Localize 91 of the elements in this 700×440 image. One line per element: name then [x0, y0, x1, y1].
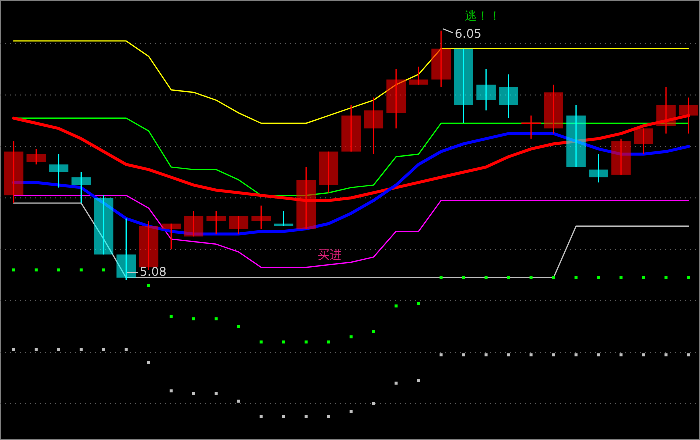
point [620, 276, 623, 280]
point [192, 318, 196, 321]
candlestick [386, 68, 406, 130]
point [12, 268, 16, 272]
point [34, 348, 38, 352]
candlestick [184, 210, 204, 238]
candlestick [319, 151, 339, 194]
point [214, 392, 218, 396]
point [574, 354, 578, 357]
point [552, 276, 556, 280]
point [372, 402, 376, 406]
point [462, 354, 466, 357]
point [642, 354, 646, 357]
candlestick [206, 210, 226, 235]
point [507, 354, 510, 357]
candlestick [589, 154, 608, 184]
point [530, 276, 533, 280]
point [462, 276, 466, 280]
candlestick [4, 140, 24, 204]
point [687, 354, 690, 357]
point [237, 325, 240, 328]
candlestick [634, 128, 654, 155]
point [394, 304, 398, 308]
point [597, 276, 600, 280]
candlestick [26, 148, 46, 166]
point [102, 348, 106, 352]
point [440, 354, 443, 357]
annotation: 买进 [318, 248, 342, 262]
candlestick [520, 115, 542, 140]
candlestick [94, 194, 114, 256]
point [170, 314, 173, 318]
point [507, 276, 510, 280]
candlestick [252, 205, 272, 230]
point [327, 340, 330, 344]
candlestick [409, 66, 429, 86]
point [80, 268, 83, 272]
point [57, 268, 60, 272]
point [304, 340, 308, 344]
point [484, 354, 488, 357]
point [192, 392, 196, 396]
point [372, 330, 376, 334]
point [687, 276, 690, 280]
point [34, 268, 38, 272]
point [57, 348, 60, 352]
point [552, 354, 556, 357]
candlestick [162, 223, 182, 250]
point [260, 340, 263, 344]
point [12, 348, 16, 352]
point [394, 382, 398, 385]
annotation: 6.05 [455, 27, 482, 41]
point [350, 410, 353, 414]
candlestick [116, 218, 136, 282]
point [124, 348, 128, 352]
point [102, 268, 106, 272]
point [147, 284, 150, 288]
candlestick [499, 74, 518, 119]
candlestick [364, 97, 384, 155]
point [237, 400, 240, 403]
candlestick [49, 154, 69, 188]
candlestick [566, 104, 586, 168]
candlestick [544, 84, 564, 134]
candlestick [72, 172, 92, 204]
candlestick [229, 216, 249, 235]
candlestick [612, 138, 631, 176]
point [664, 276, 668, 280]
point [417, 379, 420, 382]
point [417, 302, 420, 306]
point [620, 354, 623, 357]
point [597, 354, 600, 357]
annotation: 5.08 [140, 265, 167, 279]
point [214, 318, 218, 321]
candlestick [476, 68, 496, 112]
point [484, 276, 488, 280]
point [304, 415, 308, 418]
candlestick [454, 48, 474, 124]
point [147, 361, 150, 364]
point [80, 348, 83, 352]
point [642, 276, 646, 280]
candlestick [274, 210, 294, 228]
point [440, 276, 443, 280]
point [574, 276, 578, 280]
point [170, 390, 173, 393]
point [350, 336, 353, 339]
point [530, 354, 533, 357]
point [664, 354, 668, 357]
point [327, 415, 330, 418]
annotation: 逃！！ [465, 9, 501, 23]
candlestick [342, 104, 362, 152]
point [260, 415, 263, 418]
point [282, 415, 286, 418]
point [282, 340, 286, 344]
